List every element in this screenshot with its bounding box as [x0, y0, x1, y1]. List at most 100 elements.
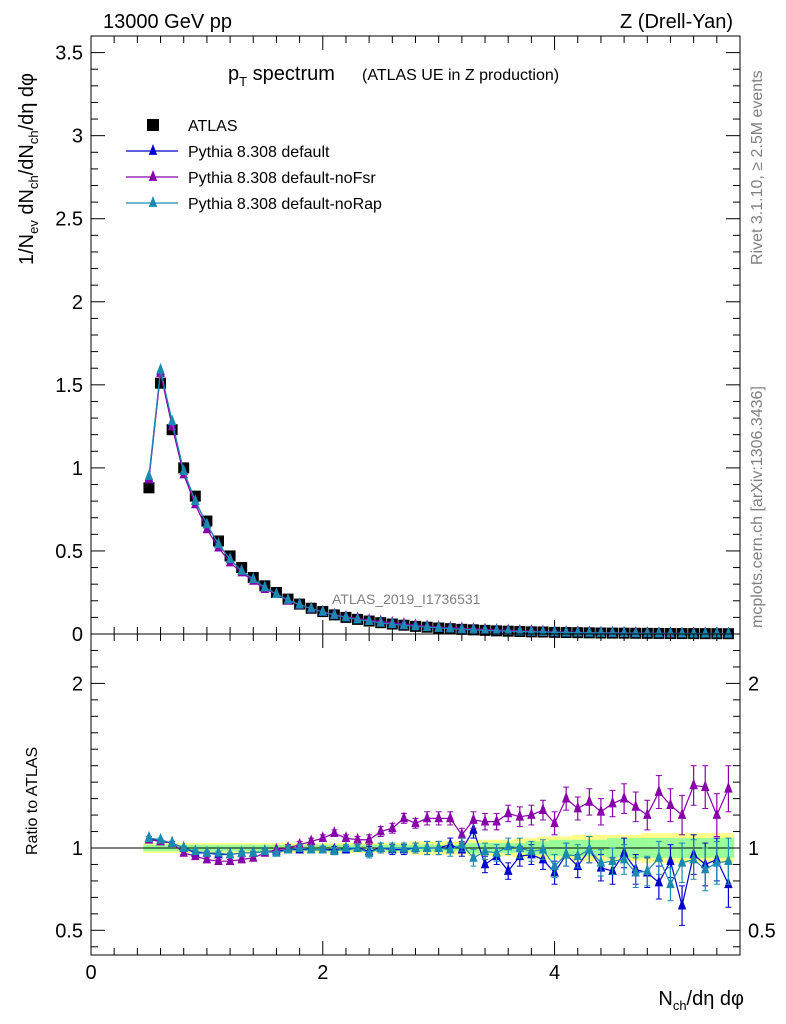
- ratio-point-pythia-8-308-default-norap: [237, 845, 246, 857]
- energy-label: 13000 GeV pp: [103, 11, 232, 33]
- plot-title: pT spectrum: [228, 63, 335, 89]
- ratio-point-pythia-8-308-default-nofsr: [318, 831, 327, 842]
- ratio-point-pythia-8-308-default-norap: [260, 844, 270, 856]
- ratio-ytick-label-right: 1: [748, 838, 759, 860]
- ratio-point-pythia-8-308-default-norap: [527, 844, 536, 856]
- ratio-ytick-label: 0.5: [55, 920, 83, 942]
- main-point-pythia-8-308-default-norap: [422, 620, 432, 632]
- process-label: Z (Drell-Yan): [620, 11, 733, 33]
- main-point-pythia-8-308-default-norap: [677, 626, 687, 638]
- main-point-pythia-8-308-default-norap: [527, 624, 536, 636]
- ratio-point-pythia-8-308-default-norap: [411, 841, 420, 852]
- ratio-point-pythia-8-308-default-norap: [318, 842, 327, 854]
- ratio-point-pythia-8-308-default-norap: [295, 841, 304, 852]
- main-point-pythia-8-308-default-norap: [411, 619, 420, 631]
- main-point-pythia-8-308-default-norap: [144, 469, 154, 481]
- ratio-point-pythia-8-308-default-nofsr: [712, 808, 722, 819]
- ratio-point-pythia-8-308-default-nofsr: [689, 778, 698, 790]
- ratio-point-pythia-8-308-default-norap: [191, 844, 200, 856]
- ratio-point-pythia-8-308-default: [677, 898, 687, 910]
- legend-label-pythia-8-308-default-norap: Pythia 8.308 default-noRap: [188, 196, 382, 213]
- ratio-point-pythia-8-308-default-nofsr: [330, 826, 339, 838]
- ratio-point-pythia-8-308-default-nofsr: [515, 809, 525, 821]
- main-point-pythia-8-308-default-norap: [492, 623, 501, 635]
- ratio-point-pythia-8-308-default-nofsr: [619, 791, 629, 803]
- main-point-pythia-8-308-default-norap: [353, 612, 362, 624]
- ratio-plot-marks: [144, 765, 733, 926]
- ratio-point-pythia-8-308-default-norap: [144, 831, 154, 842]
- ratio-point-pythia-8-308-default-nofsr: [411, 816, 420, 828]
- main-point-pythia-8-308-default-norap: [712, 626, 722, 638]
- main-point-pythia-8-308-default-norap: [364, 614, 374, 626]
- ratio-point-pythia-8-308-default-norap: [283, 842, 293, 854]
- ratio-point-pythia-8-308-default-nofsr: [399, 811, 409, 823]
- legend: ATLAS Pythia 8.308 default Pythia 8.308 de…: [126, 118, 382, 213]
- ratio-point-pythia-8-308-default-norap: [202, 845, 212, 857]
- main-point-pythia-8-308-default-norap: [272, 587, 281, 598]
- ratio-point-pythia-8-308-default-nofsr: [364, 832, 374, 844]
- rivet-label: Rivet 3.1.10, ≥ 2.5M events: [749, 70, 766, 265]
- main-point-pythia-8-308-default-norap: [446, 621, 455, 633]
- main-point-pythia-8-308-default-norap: [260, 580, 270, 592]
- ratio-point-pythia-8-308-default-nofsr: [469, 813, 478, 824]
- ratio-point-pythia-8-308-default-norap: [573, 849, 582, 861]
- ratio-point-pythia-8-308-default-norap: [179, 841, 188, 852]
- ratio-point-pythia-8-308-default-norap: [724, 854, 733, 866]
- main-point-pythia-8-308-default-norap: [249, 572, 258, 584]
- main-point-pythia-8-308-default-norap: [156, 362, 165, 374]
- main-point-pythia-8-308-default-norap: [225, 552, 235, 564]
- ratio-point-pythia-8-308-default-norap: [457, 837, 467, 849]
- ratio-point-pythia-8-308-default-norap: [434, 841, 443, 852]
- ratio-point-pythia-8-308-default-norap: [480, 844, 490, 856]
- ratio-ytick-label: 2: [72, 673, 83, 695]
- legend-marker-atlas: [147, 119, 159, 131]
- ratio-point-pythia-8-308-default-nofsr: [538, 803, 548, 814]
- ratio-point-pythia-8-308-default-norap: [341, 841, 351, 852]
- ratio-point-pythia-8-308-default-nofsr: [376, 824, 385, 836]
- main-point-pythia-8-308-default-norap: [376, 615, 385, 627]
- main-point-pythia-8-308-default-norap: [388, 617, 397, 629]
- main-point-pythia-8-308-default-norap: [167, 414, 177, 426]
- ratio-point-pythia-8-308-default-nofsr: [457, 827, 467, 839]
- ratio-point-pythia-8-308-default-nofsr: [446, 811, 455, 823]
- ratio-point-pythia-8-308-default-nofsr: [480, 814, 490, 826]
- ratio-point-pythia-8-308-default-nofsr: [341, 831, 351, 842]
- main-point-pythia-8-308-default-norap: [515, 624, 525, 636]
- ratio-point-pythia-8-308-default-nofsr: [492, 814, 501, 826]
- ratio-point-pythia-8-308-default-norap: [504, 839, 513, 851]
- ratio-axes: 0.5 0.5 1 1 2 2 0 2 4: [55, 633, 776, 984]
- ratio-point-pythia-8-308-default-nofsr: [724, 781, 733, 793]
- ratio-point-pythia-8-308-default-norap: [538, 842, 548, 854]
- ratio-point-pythia-8-308-default-nofsr: [561, 791, 571, 803]
- ratio-point-pythia-8-308-default-nofsr: [353, 832, 362, 844]
- main-point-pythia-8-308-default-norap: [318, 604, 327, 616]
- ratio-point-pythia-8-308-default: [666, 854, 675, 866]
- main-point-pythia-8-308-default-norap: [701, 626, 710, 638]
- main-point-pythia-8-308-default-norap: [550, 625, 559, 637]
- plot-title-main: p: [228, 63, 239, 85]
- ratio-point-pythia-8-308-default-norap: [364, 845, 374, 857]
- analysis-tag: ATLAS_2019_I1736531: [332, 591, 481, 607]
- ratio-point-pythia-8-308-default-norap: [330, 844, 339, 856]
- ratio-point-pythia-8-308-default-norap: [631, 865, 640, 877]
- main-point-atlas: [143, 482, 155, 494]
- main-point-pythia-8-308-default-norap: [330, 608, 339, 619]
- plot-title-note: (ATLAS UE in Z production): [362, 67, 559, 84]
- ratio-point-pythia-8-308-default-norap: [353, 841, 362, 852]
- ratio-point-pythia-8-308-default-norap: [399, 841, 409, 852]
- main-ytick-label: 1: [72, 458, 83, 480]
- ratio-point-pythia-8-308-default-norap: [677, 855, 687, 867]
- ratio-point-pythia-8-308-default-norap: [561, 847, 571, 859]
- main-point-pythia-8-308-default-norap: [724, 626, 733, 638]
- ratio-point-pythia-8-308-default-norap: [388, 841, 397, 852]
- main-point-pythia-8-308-default-norap: [202, 517, 212, 529]
- ratio-point-pythia-8-308-default-norap: [214, 845, 223, 857]
- ratio-point-pythia-8-308-default-norap: [596, 855, 606, 867]
- ratio-frame: [90, 633, 741, 956]
- ratio-point-pythia-8-308-default-norap: [492, 845, 501, 857]
- main-point-pythia-8-308-default-norap: [399, 618, 409, 630]
- ratio-point-pythia-8-308-default-norap: [701, 862, 710, 874]
- ratio-point-pythia-8-308-default-nofsr: [631, 799, 640, 811]
- ratio-point-pythia-8-308-default-nofsr: [527, 808, 536, 819]
